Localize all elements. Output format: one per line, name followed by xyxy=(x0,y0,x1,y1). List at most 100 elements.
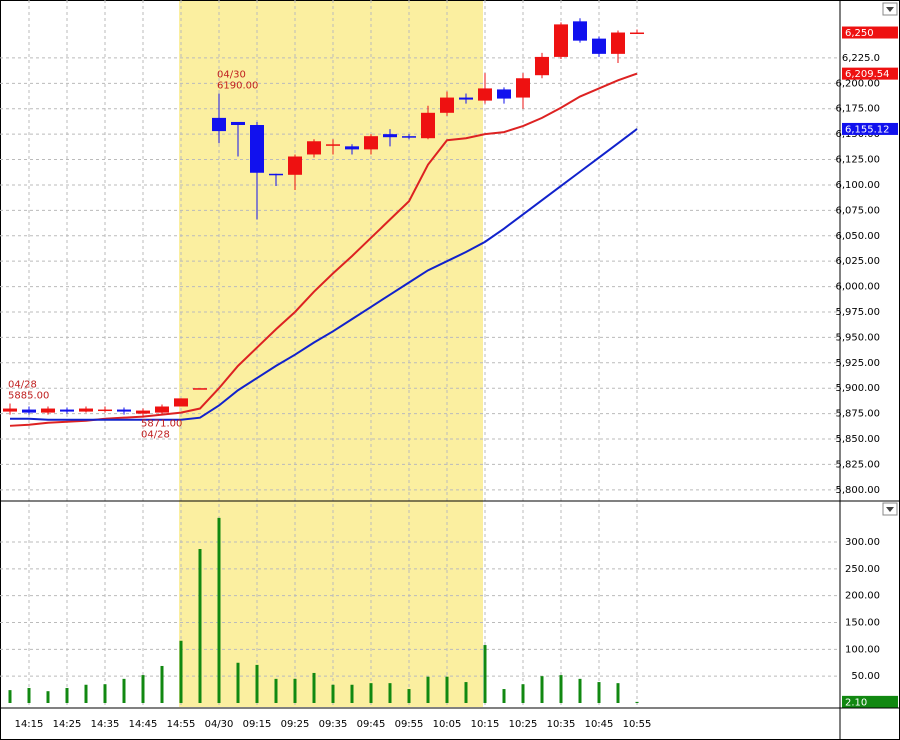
candle-body xyxy=(440,97,454,113)
annotation: 04/28 xyxy=(141,430,170,441)
candle-body xyxy=(3,408,17,412)
y-tick-label: 6,125.00 xyxy=(835,155,880,166)
candle-body xyxy=(345,146,359,150)
x-tick-label: 09:55 xyxy=(395,719,424,730)
y-tick-label: 5,825.00 xyxy=(835,459,880,470)
volume-bar xyxy=(65,687,69,703)
price-tag xyxy=(842,695,898,708)
volume-bar xyxy=(160,665,164,703)
price-tag-label: 6,209.54 xyxy=(845,69,890,80)
moving-average-line xyxy=(10,128,638,421)
candle-body xyxy=(155,406,169,413)
volume-bar xyxy=(255,664,259,703)
price-tag-label: 2.10 xyxy=(845,697,867,708)
x-tick-label: 09:15 xyxy=(243,719,272,730)
volume-bar xyxy=(122,678,126,703)
candle-body xyxy=(174,398,188,407)
candle-body xyxy=(326,144,340,146)
candle-body xyxy=(611,32,625,54)
x-tick-label: 14:35 xyxy=(91,719,120,730)
candle-body xyxy=(554,24,568,57)
volume-bar xyxy=(350,684,354,703)
moving-average-line xyxy=(9,72,638,427)
y-tick-label: 6,075.00 xyxy=(835,205,880,216)
volume-bar xyxy=(103,684,107,703)
price-menu-button[interactable] xyxy=(882,2,898,16)
x-tick-label: 09:25 xyxy=(281,719,310,730)
candle-body xyxy=(231,121,245,125)
volume-bar xyxy=(198,549,202,703)
candle-body xyxy=(383,134,397,138)
volume-bar xyxy=(578,678,582,703)
volume-bar xyxy=(8,690,12,703)
volume-bar xyxy=(293,678,297,703)
volume-bar xyxy=(141,675,145,703)
candle-body xyxy=(630,32,644,35)
volume-bar xyxy=(179,640,183,703)
volume-bar xyxy=(521,684,525,703)
candle-body xyxy=(288,156,302,175)
x-tick-label: 04/30 xyxy=(205,719,234,730)
volume-bar xyxy=(616,683,620,703)
volume-bar xyxy=(407,689,411,703)
volume-bar xyxy=(502,689,506,703)
volume-bar xyxy=(388,683,392,703)
y-tick-label: 200.00 xyxy=(845,591,880,602)
candle-body xyxy=(212,117,226,132)
volume-bar xyxy=(27,687,31,703)
candle-body xyxy=(41,408,55,413)
candle-body xyxy=(22,409,36,413)
volume-bar xyxy=(445,676,449,703)
y-tick-label: 6,175.00 xyxy=(835,104,880,115)
volume-bar xyxy=(312,672,316,703)
x-tick-label: 10:35 xyxy=(547,719,576,730)
volume-bar xyxy=(559,675,563,703)
candle-body xyxy=(79,408,93,412)
volume-bar xyxy=(84,684,88,703)
y-tick-label: 5,875.00 xyxy=(835,409,880,420)
y-tick-label: 6,225.0 xyxy=(842,53,880,64)
y-tick-label: 6,000.00 xyxy=(835,282,880,293)
x-tick-label: 14:45 xyxy=(129,719,158,730)
candle-body xyxy=(497,89,511,99)
y-tick-label: 5,950.00 xyxy=(835,332,880,343)
volume-bar xyxy=(635,701,639,703)
candle-body xyxy=(478,88,492,101)
volume-bar xyxy=(236,662,240,703)
x-tick-label: 14:55 xyxy=(167,719,196,730)
y-tick-label: 5,850.00 xyxy=(835,434,880,445)
price-tag-label: 6,155.12 xyxy=(845,124,890,135)
volume-menu-button[interactable] xyxy=(882,502,898,516)
price-tag-label: 6,250 xyxy=(845,28,874,39)
volume-bar xyxy=(217,517,221,703)
volume-bar xyxy=(274,678,278,703)
x-tick-label: 10:25 xyxy=(509,719,538,730)
volume-bar xyxy=(483,645,487,703)
volume-bar xyxy=(369,683,373,703)
y-tick-label: 6,100.00 xyxy=(835,180,880,191)
annotation: 6190.00 xyxy=(217,80,258,91)
candle-body xyxy=(136,410,150,414)
y-tick-label: 50.00 xyxy=(851,671,880,682)
y-tick-label: 6,050.00 xyxy=(835,231,880,242)
candle-body xyxy=(459,97,473,100)
volume-bar xyxy=(46,691,50,703)
x-tick-label: 10:55 xyxy=(623,719,652,730)
x-tick-label: 10:05 xyxy=(433,719,462,730)
candle-body xyxy=(402,136,416,138)
annotation: 5885.00 xyxy=(8,390,49,401)
candle-body xyxy=(573,21,587,41)
candle-body xyxy=(193,388,207,390)
candle-body xyxy=(364,136,378,150)
price-tag xyxy=(842,122,898,135)
volume-bar xyxy=(331,684,335,703)
x-tick-label: 09:45 xyxy=(357,719,386,730)
candle-body xyxy=(269,173,283,176)
candle-body xyxy=(592,38,606,54)
y-tick-label: 6,025.00 xyxy=(835,256,880,267)
volume-bar xyxy=(426,676,430,703)
y-tick-label: 6,200.00 xyxy=(835,78,880,89)
x-tick-label: 14:15 xyxy=(15,719,44,730)
y-tick-label: 5,900.00 xyxy=(835,383,880,394)
